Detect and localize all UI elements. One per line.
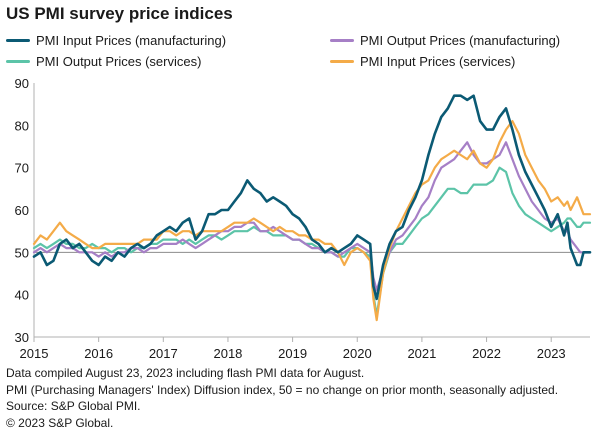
x-tick-label: 2017 — [149, 346, 178, 361]
series-line — [32, 94, 592, 301]
x-tick-label: 2020 — [343, 346, 372, 361]
y-tick-label: 70 — [15, 161, 29, 176]
legend-item: PMI Input Prices (services) — [330, 54, 515, 69]
footnote-line: Source: S&P Global PMI. — [6, 399, 141, 413]
legend-item: PMI Input Prices (manufacturing) — [6, 33, 226, 48]
footnote-line: PMI (Purchasing Managers' Index) Diffusi… — [6, 382, 559, 397]
y-tick-label: 50 — [15, 245, 29, 260]
legend-swatch — [6, 60, 30, 63]
x-tick-label: 2023 — [537, 346, 566, 361]
legend-label: PMI Output Prices (services) — [36, 54, 202, 69]
x-tick-label: 2018 — [213, 346, 242, 361]
y-tick-label: 30 — [15, 330, 29, 345]
series-line — [32, 141, 592, 292]
x-tick-label: 2021 — [407, 346, 436, 361]
legend-swatch — [6, 39, 30, 42]
footnote-line: Data compiled August 23, 2023 including … — [6, 366, 365, 380]
legend-label: PMI Output Prices (manufacturing) — [360, 33, 561, 48]
x-tick-label: 2015 — [20, 346, 49, 361]
series-line — [32, 166, 592, 317]
series-line — [32, 120, 592, 322]
x-tick-label: 2016 — [84, 346, 113, 361]
legend-swatch — [330, 60, 354, 63]
y-tick-label: 90 — [15, 76, 29, 91]
chart-footnotes: Data compiled August 23, 2023 including … — [6, 365, 558, 431]
x-tick-label: 2019 — [278, 346, 307, 361]
legend-label: PMI Input Prices (services) — [360, 54, 516, 69]
x-tick-label: 2022 — [472, 346, 501, 361]
legend-item: PMI Output Prices (services) — [6, 54, 201, 69]
footnote-line: © 2023 S&P Global. — [6, 415, 114, 430]
chart-legend: PMI Input Prices (manufacturing) PMI Outp… — [0, 30, 599, 74]
legend-label: PMI Input Prices (manufacturing) — [36, 33, 227, 48]
legend-item: PMI Output Prices (manufacturing) — [330, 33, 560, 48]
y-tick-label: 40 — [15, 288, 29, 303]
y-tick-label: 80 — [15, 118, 29, 133]
legend-swatch — [330, 39, 354, 42]
y-tick-label: 60 — [15, 203, 29, 218]
chart-title: US PMI survey price indices — [6, 4, 233, 23]
